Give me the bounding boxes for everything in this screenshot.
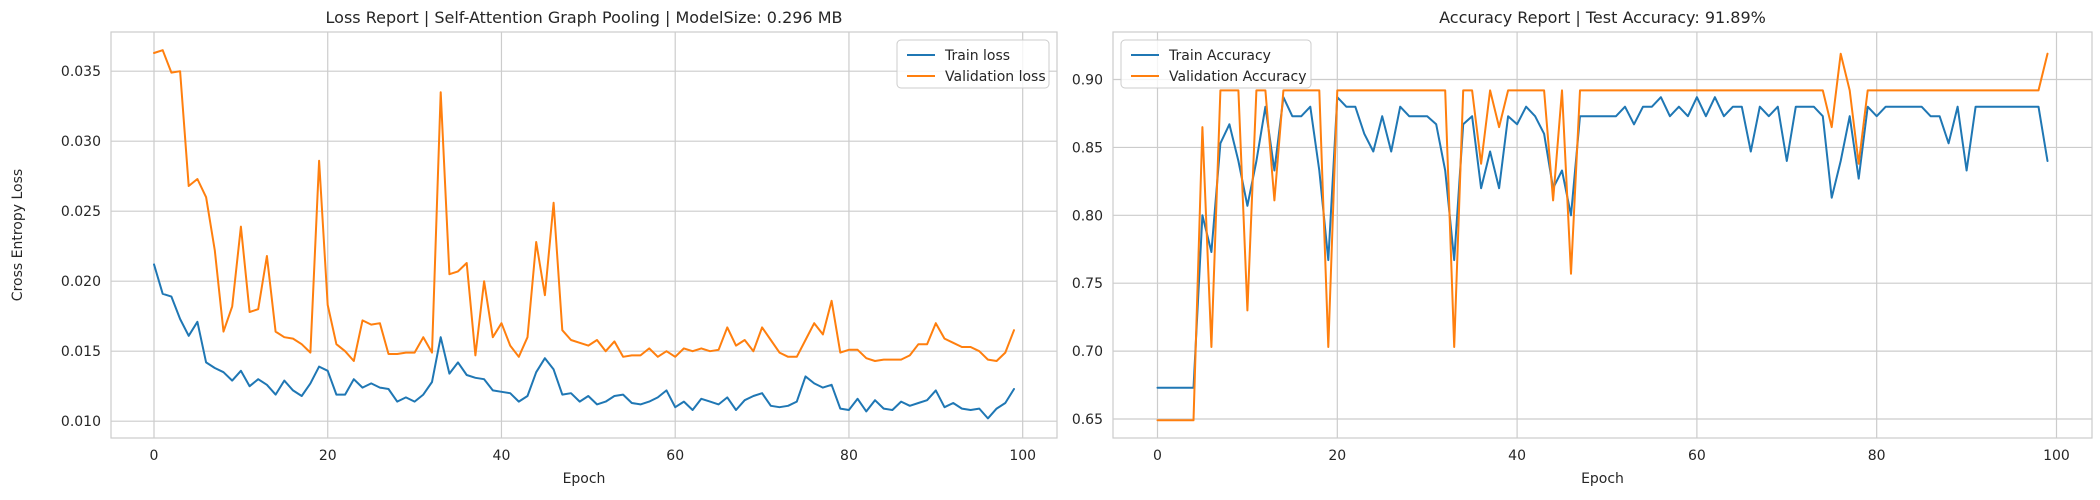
- loss-x-axis-label: Epoch: [563, 471, 606, 487]
- accuracy-x-axis-label: Epoch: [1581, 471, 1624, 487]
- legend-label: Train loss: [944, 48, 1010, 64]
- loss-x-tick-label: 60: [666, 448, 684, 464]
- loss-series-layer: [153, 49, 1015, 420]
- accuracy-x-tick-label: 80: [1868, 448, 1886, 464]
- accuracy-plot-area: [1112, 31, 2093, 439]
- accuracy-x-tick-label: 0: [1153, 448, 1162, 464]
- accuracy-y-tick-label: 0.90: [1072, 73, 1103, 89]
- loss-x-tick-label: 20: [319, 448, 337, 464]
- accuracy-y-tick-label: 0.75: [1072, 276, 1103, 292]
- loss-y-tick-label: 0.010: [61, 414, 101, 430]
- legend-label: Train Accuracy: [1168, 48, 1271, 64]
- accuracy-ticks: 0 20 40 60 80 100 0.65 0.70 0.75 0.80 0.85 0.90: [1072, 73, 2070, 464]
- accuracy-series-layer: [1156, 52, 2049, 422]
- accuracy-chart-title: Accuracy Report | Test Accuracy: 91.89%: [1439, 8, 1766, 27]
- loss-y-axis-label: Cross Entropy Loss: [10, 169, 26, 301]
- accuracy-x-tick-label: 60: [1688, 448, 1706, 464]
- accuracy-chart: 0 20 40 60 80 100 0.65 0.70 0.75 0.80 0.85 0.90 Acc…: [1072, 8, 2093, 487]
- loss-chart-title: Loss Report | Self-Attention Graph Pooli…: [326, 8, 843, 27]
- accuracy-y-tick-label: 0.80: [1072, 208, 1103, 224]
- validation-loss-line: [153, 49, 1015, 362]
- loss-x-tick-label: 40: [493, 448, 511, 464]
- validation-accuracy-line: [1156, 52, 2049, 422]
- loss-chart: 0 20 40 60 80 100 0.010 0.015 0.020 0.025 0.030 0.0…: [10, 8, 1058, 487]
- accuracy-x-tick-label: 20: [1328, 448, 1346, 464]
- loss-x-tick-label: 80: [840, 448, 858, 464]
- legend-label: Validation Accuracy: [1169, 69, 1307, 85]
- loss-y-tick-label: 0.015: [61, 344, 101, 360]
- accuracy-x-tick-label: 100: [2043, 448, 2070, 464]
- accuracy-y-tick-label: 0.70: [1072, 344, 1103, 360]
- loss-x-tick-label: 100: [1009, 448, 1036, 464]
- loss-x-tick-label: 0: [150, 448, 159, 464]
- loss-legend: Train loss Validation loss: [896, 39, 1050, 89]
- accuracy-legend: Train Accuracy Validation Accuracy: [1120, 39, 1312, 89]
- loss-y-tick-label: 0.025: [61, 204, 101, 220]
- loss-y-tick-label: 0.035: [61, 64, 101, 80]
- loss-y-tick-label: 0.020: [61, 274, 101, 290]
- legend-label: Validation loss: [945, 69, 1046, 85]
- train-accuracy-line: [1156, 96, 2049, 389]
- accuracy-x-tick-label: 40: [1508, 448, 1526, 464]
- accuracy-y-tick-label: 0.85: [1072, 140, 1103, 156]
- loss-grid: [111, 32, 1057, 438]
- accuracy-y-tick-label: 0.65: [1072, 412, 1103, 428]
- loss-ticks: 0 20 40 60 80 100 0.010 0.015 0.020 0.025 0.030 0.0…: [61, 64, 1036, 464]
- loss-y-tick-label: 0.030: [61, 134, 101, 150]
- loss-plot-area: [110, 31, 1058, 439]
- train-loss-line: [153, 263, 1015, 420]
